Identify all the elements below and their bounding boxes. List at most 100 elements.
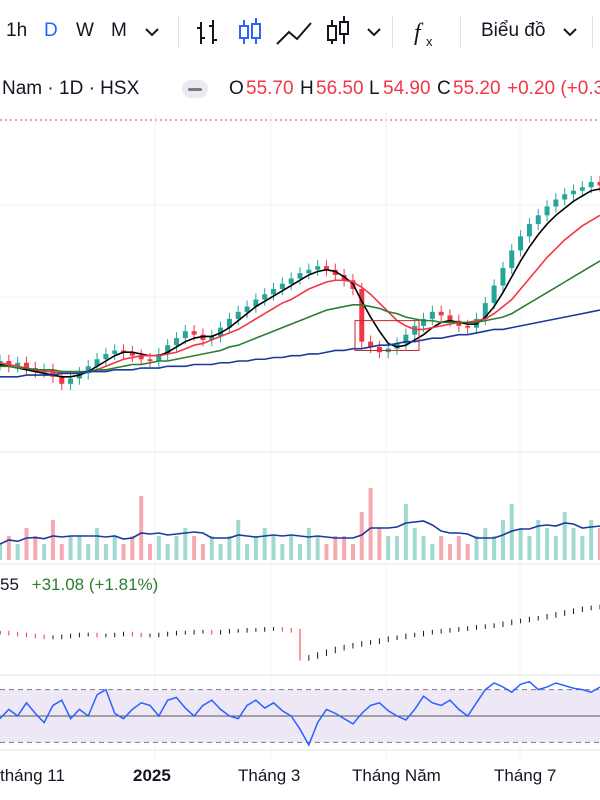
interval-d[interactable]: D [44,20,58,41]
candle [262,294,268,300]
volume-bar [15,544,20,560]
volume-ma-line [0,520,600,545]
volume-bar [289,536,294,560]
toolbar-separator [460,16,461,48]
volume-bar [553,536,558,560]
volume-bar [430,544,435,560]
candle [482,303,488,319]
bar-chart-icon[interactable] [192,14,224,50]
svg-text:x: x [426,34,433,49]
ma-mid-line [0,214,600,375]
candle [597,181,600,186]
candle [68,378,74,384]
candle [226,318,232,328]
candle [579,187,585,191]
candle [368,341,374,347]
index-change: +31.08 (+1.81%) [31,575,159,594]
symbol-title[interactable]: Nam · 1D · HSX [2,78,140,99]
open-label: O [229,78,244,99]
chevron-down-icon[interactable] [362,20,386,44]
candle [306,269,312,274]
volume-bar [395,536,400,560]
volume-bar [271,536,276,560]
volume-bar [545,528,550,560]
candle [41,369,47,372]
candle [297,273,303,279]
toolbar-separator [178,16,179,48]
volume-bar [227,536,232,560]
candle [50,369,56,377]
column-chart-icon[interactable] [322,14,354,50]
chart-type-select[interactable]: Biểu đồ [481,20,546,41]
volume-bar [77,536,82,560]
collapse-icon[interactable] [180,78,210,100]
interval-m[interactable]: M [111,20,127,41]
range-box [354,320,420,351]
volume-bar [298,544,302,560]
candle [500,267,506,286]
volume-bar [245,544,250,560]
volume-bar [386,536,391,560]
volume-bar [571,528,576,560]
candle [23,362,29,369]
chevron-down-icon[interactable] [140,20,164,44]
candle [491,285,497,304]
chevron-down-icon[interactable] [558,20,582,44]
candle [526,224,532,237]
ma-fast-line [0,188,600,378]
candle [165,345,171,354]
volume-bar [315,536,320,560]
candle [509,250,515,268]
volume-bar [174,536,179,560]
index-value: 55 [0,575,19,594]
volume-bar [200,544,205,560]
volume-bar [24,528,29,560]
candle [85,366,91,374]
x-tick-label: Tháng 3 [238,766,301,785]
volume-bar [333,536,338,560]
chart-area[interactable] [0,110,600,800]
line-chart-icon[interactable] [274,14,314,50]
volume-bar [324,544,329,560]
volume-bar [598,528,600,560]
volume-bar [148,544,152,560]
rsi-line [0,680,600,747]
volume-bar [359,512,364,560]
candle [147,359,153,361]
candle [544,206,550,216]
candle [535,215,541,225]
candle [359,289,365,342]
candle [518,236,524,251]
volume-bar [306,528,311,560]
candle [288,278,294,284]
volume-bar [509,504,514,560]
volume-bar [368,488,373,560]
volume-bar [439,536,444,560]
volume-bar [465,544,470,560]
volume-bar [474,536,479,560]
candle [59,376,65,384]
candle [279,283,285,290]
interval-w[interactable]: W [76,20,94,41]
candle [588,181,594,188]
volume-bar [86,544,91,560]
high-label: H [300,78,314,99]
volume-bar [589,520,594,560]
candle [323,266,329,270]
ma-long-line [0,309,600,378]
volume-bar [580,536,585,560]
ma-slow-line [0,260,600,373]
candle [571,190,577,195]
close-label: C [437,78,451,99]
candle-chart-icon[interactable] [234,14,266,50]
x-tick-label: Tháng Năm [352,766,441,785]
volume-bar [130,536,135,560]
volume-bar [50,520,55,560]
volume-bar [527,536,532,560]
volume-bar [139,496,144,560]
x-tick-label: Tháng 7 [494,766,557,785]
volume-bar [165,544,170,560]
interval-1h[interactable]: 1h [6,20,28,41]
index-legend: 55 +31.08 (+1.81%) [0,575,158,595]
